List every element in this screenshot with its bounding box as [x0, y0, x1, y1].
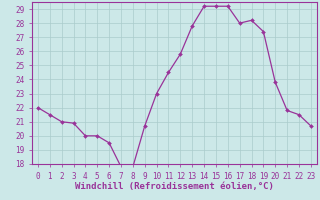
X-axis label: Windchill (Refroidissement éolien,°C): Windchill (Refroidissement éolien,°C): [75, 182, 274, 191]
